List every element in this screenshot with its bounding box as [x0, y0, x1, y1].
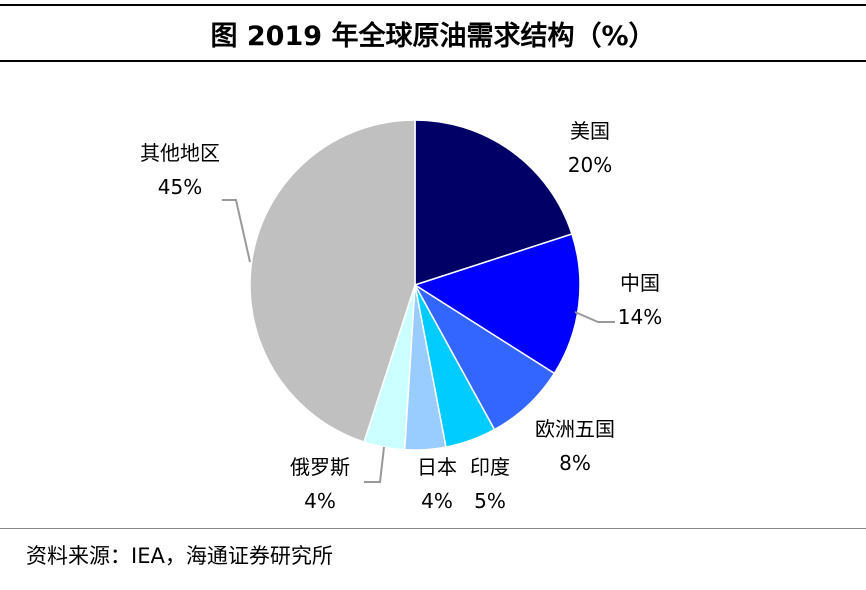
- leader-line: [364, 446, 385, 483]
- slice-name-label: 日本: [417, 455, 457, 479]
- top-rule: [0, 4, 866, 6]
- slice-value-label: 5%: [474, 489, 506, 513]
- slice-value-label: 4%: [421, 489, 453, 513]
- pie-slice-6: [249, 119, 416, 443]
- source-note: 资料来源：IEA，海通证券研究所: [26, 544, 333, 568]
- leader-line: [574, 311, 615, 323]
- slice-value-label: 8%: [559, 451, 591, 475]
- pie-slice-1: [413, 233, 581, 375]
- leader-line: [222, 199, 251, 263]
- slice-value-label: 45%: [158, 175, 202, 199]
- slice-name-label: 俄罗斯: [290, 455, 350, 479]
- slice-value-label: 14%: [618, 305, 662, 329]
- source-rule: [0, 528, 866, 529]
- slice-value-label: 20%: [568, 153, 612, 177]
- pie-slice-0: [414, 119, 573, 287]
- slice-name-label: 印度: [470, 455, 510, 479]
- slice-name-label: 中国: [620, 271, 660, 295]
- chart-title: 图 2019 年全球原油需求结构（%）: [210, 21, 656, 52]
- slice-name-label: 其他地区: [140, 141, 220, 165]
- slice-name-label: 欧洲五国: [535, 417, 615, 441]
- slice-name-label: 美国: [570, 119, 610, 143]
- title-rule: [0, 60, 866, 62]
- slice-value-label: 4%: [304, 489, 336, 513]
